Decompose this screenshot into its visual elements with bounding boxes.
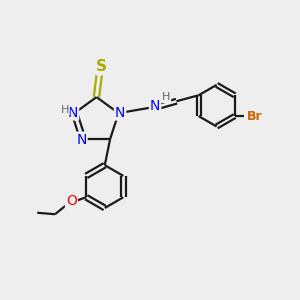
Text: N: N	[150, 99, 160, 113]
Text: O: O	[66, 194, 77, 208]
Text: N: N	[76, 133, 87, 147]
Text: Br: Br	[247, 110, 262, 123]
Text: N: N	[68, 106, 78, 119]
Text: H: H	[61, 104, 69, 115]
Text: H: H	[162, 92, 170, 102]
Text: N: N	[115, 106, 125, 119]
Text: S: S	[96, 59, 107, 74]
